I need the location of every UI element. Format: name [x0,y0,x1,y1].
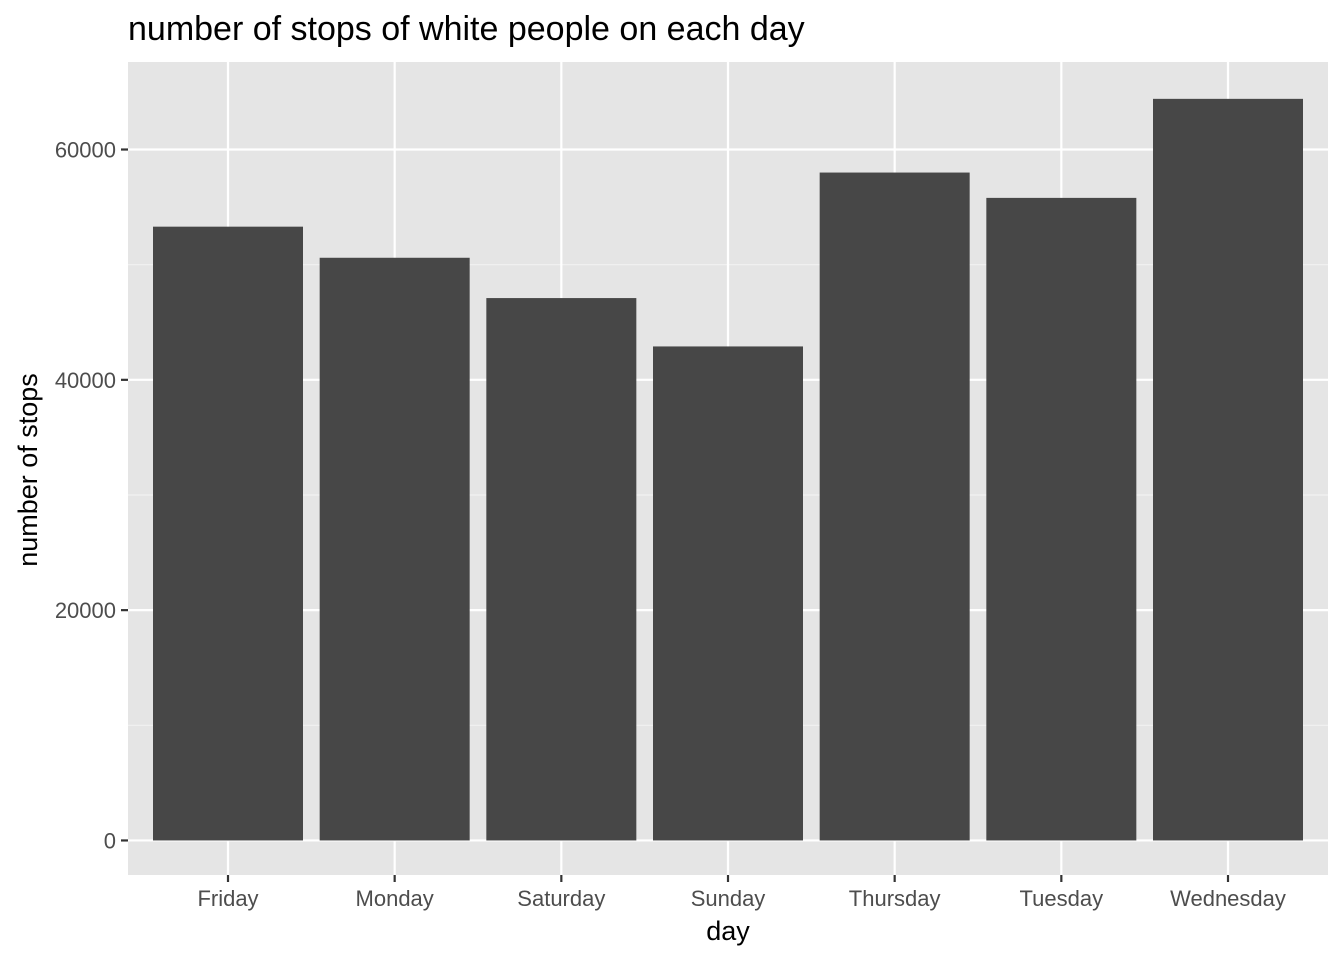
y-tick-label: 60000 [55,138,116,163]
bar-monday [319,257,470,841]
x-axis-title: day [706,916,750,946]
bar-tuesday [986,197,1137,841]
bar-saturday [486,298,637,841]
y-tick-label: 40000 [55,368,116,393]
x-tick-label: Thursday [849,886,941,911]
x-tick-label: Friday [197,886,258,911]
chart-title: number of stops of white people on each … [128,10,805,48]
x-tick-label: Tuesday [1020,886,1104,911]
x-axis: Friday Monday Saturday Sunday Thursday Tuesda… [197,875,1286,911]
bar-sunday [653,346,803,841]
x-tick-label: Wednesday [1170,886,1286,911]
y-axis: 0 20000 40000 60000 [55,138,128,853]
x-tick-label: Monday [356,886,434,911]
y-tick-label: 20000 [55,598,116,623]
x-tick-label: Saturday [517,886,605,911]
y-tick-label: 0 [104,828,116,853]
bar-wednesday [1153,98,1303,841]
bar-friday [153,226,303,841]
y-axis-title: number of stops [13,373,43,567]
x-tick-label: Sunday [691,886,766,911]
bar-thursday [819,172,970,841]
bars [153,98,1303,841]
